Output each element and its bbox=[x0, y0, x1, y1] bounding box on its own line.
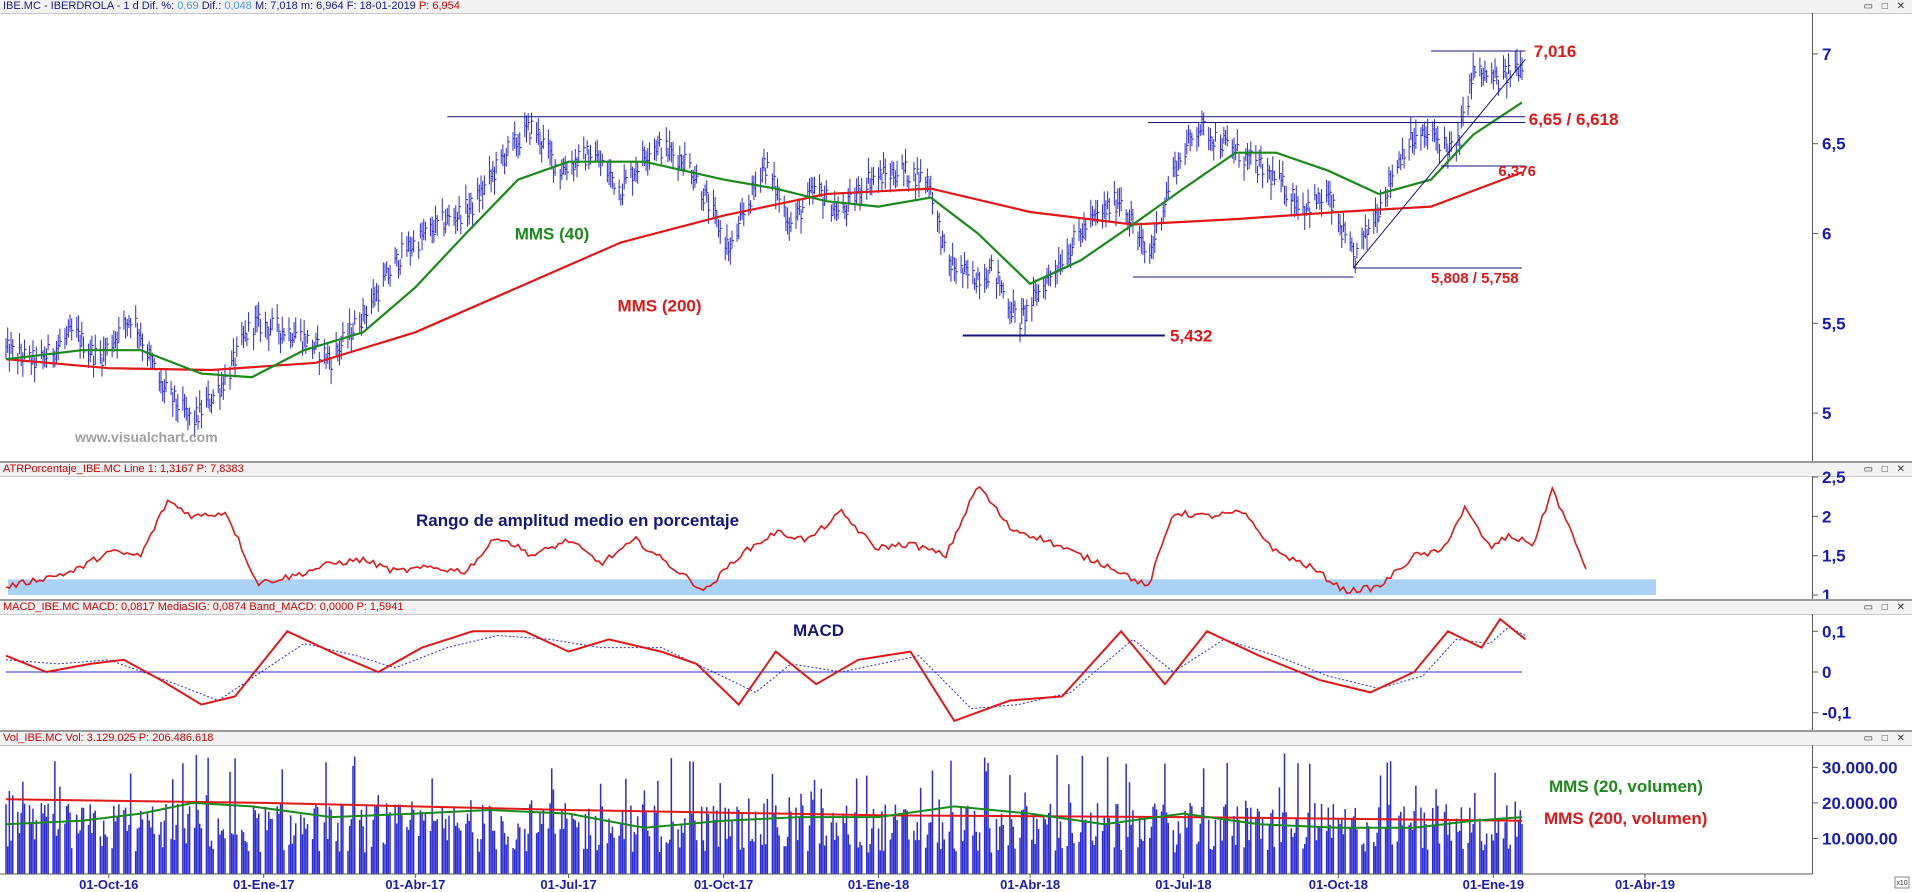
atr-chart: Rango de amplitud medio en porcentaje 1 1,… bbox=[5, 468, 1846, 601]
price-y-tick-label: 6 bbox=[1822, 225, 1831, 244]
level-label-665: 6,65 / 6,618 bbox=[1529, 110, 1619, 129]
mms200-line bbox=[5, 171, 1523, 372]
atr-last-value: P: 7,8383 bbox=[196, 463, 244, 475]
dif-pct-label: Dif. %: bbox=[141, 0, 175, 12]
x-tick-label: 01-Oct-16 bbox=[79, 877, 138, 892]
macd-band-value: Band_MACD: 0,0000 bbox=[249, 601, 354, 613]
vol-y-tick-label: 10.000.00 bbox=[1822, 829, 1898, 848]
dif-label: Dif.: bbox=[201, 0, 222, 12]
atr-y-tick-label: 1,5 bbox=[1822, 547, 1846, 566]
panel-separator bbox=[0, 730, 1912, 732]
min-value: m: 6,964 bbox=[300, 0, 344, 12]
x-tick-label: 01-Oct-17 bbox=[694, 877, 753, 892]
vol-y-tick-label: 30.000.00 bbox=[1822, 758, 1898, 777]
atr-panel: ATRPorcentaje_IBE.MC Line 1: 1,3167 P: 7… bbox=[0, 463, 1912, 601]
mms40-label: MMS (40) bbox=[515, 225, 590, 244]
price-y-tick-label: 6,5 bbox=[1822, 135, 1846, 154]
x-tick-label: 01-Jul-17 bbox=[540, 877, 596, 892]
volume-chart: MMS (20, volumen) MMS (200, volumen) 10.00… bbox=[0, 753, 1910, 892]
price-y-axis-line bbox=[1812, 13, 1813, 463]
price-bars bbox=[5, 49, 1524, 438]
dif-value: 0,048 bbox=[224, 0, 252, 12]
macd-signal-line bbox=[5, 626, 1526, 710]
x-scale-box bbox=[1894, 876, 1910, 889]
macd-y-tick-label: 0,1 bbox=[1822, 622, 1846, 641]
atr-line-value: Line 1: 1,3167 bbox=[123, 463, 194, 475]
vol-mms200-label: MMS (200, volumen) bbox=[1544, 809, 1707, 828]
x-scale-marker: x10 bbox=[1896, 880, 1907, 887]
atr-title: Rango de amplitud medio en porcentaje bbox=[416, 511, 739, 530]
level-label-5432: 5,432 bbox=[1170, 327, 1213, 346]
vol-mms20-line bbox=[5, 801, 1523, 829]
level-label-7016: 7,016 bbox=[1534, 42, 1577, 61]
panel-separator bbox=[0, 599, 1912, 601]
atr-line bbox=[5, 485, 1587, 595]
x-tick-label: 01-Abr-18 bbox=[1000, 877, 1060, 892]
x-tick-label: 01-Oct-18 bbox=[1309, 877, 1368, 892]
price-chart: 7,016 6,65 / 6,618 6,376 5,808 / 5,758 5,432… bbox=[5, 42, 1846, 445]
price-window-buttons[interactable]: ▭ □ ✕ bbox=[1863, 1, 1908, 12]
atr-threshold-band bbox=[8, 579, 1656, 596]
vol-mms200-line bbox=[5, 798, 1523, 822]
volume-panel-header: Vol_IBE.MC Vol: 3.129.025 P: 206.486.618… bbox=[0, 732, 1912, 746]
macd-window-buttons[interactable]: ▭ □ ✕ bbox=[1863, 602, 1908, 613]
macd-y-axis-line bbox=[1812, 614, 1813, 732]
macd-value: MACD: 0,0817 bbox=[82, 601, 155, 613]
vol-last-value: P: 206.486.618 bbox=[138, 732, 214, 744]
watermark: www.visualchart.com bbox=[74, 429, 218, 445]
price-y-tick-label: 7 bbox=[1822, 45, 1831, 64]
atr-panel-header: ATRPorcentaje_IBE.MC Line 1: 1,3167 P: 7… bbox=[0, 463, 1912, 477]
macd-signal-value: MediaSIG: 0,0874 bbox=[157, 601, 247, 613]
atr-name: ATRPorcentaje_IBE.MC bbox=[3, 463, 121, 475]
level-label-6376: 6,376 bbox=[1498, 163, 1536, 180]
price-y-tick-label: 5,5 bbox=[1822, 314, 1846, 333]
macd-name: MACD_IBE.MC bbox=[3, 601, 80, 613]
atr-window-buttons[interactable]: ▭ □ ✕ bbox=[1863, 464, 1908, 475]
macd-chart: MACD 0,1 0 -0,1 bbox=[5, 617, 1851, 723]
vol-y-tick-label: 20.000.00 bbox=[1822, 794, 1898, 813]
panel-separator bbox=[0, 461, 1912, 463]
x-tick-label: 01-Abr-19 bbox=[1615, 877, 1675, 892]
symbol-label: IBE.MC - IBERDROLA - bbox=[3, 0, 124, 12]
macd-y-tick-label: -0,1 bbox=[1822, 704, 1851, 723]
price-panel: IBE.MC - IBERDROLA - 1 d Dif. %: 0,69 Di… bbox=[0, 0, 1912, 463]
macd-last-value: P: 1,5941 bbox=[356, 601, 404, 613]
last-value: P: 6,954 bbox=[418, 0, 460, 12]
max-value: M: 7,018 bbox=[254, 0, 298, 12]
volume-window-buttons[interactable]: ▭ □ ✕ bbox=[1863, 733, 1908, 744]
macd-title: MACD bbox=[793, 621, 844, 640]
trendline bbox=[1353, 58, 1526, 268]
price-y-tick-label: 5 bbox=[1822, 404, 1831, 423]
vol-mms20-label: MMS (20, volumen) bbox=[1549, 777, 1703, 796]
x-tick-label: 01-Jul-18 bbox=[1155, 877, 1211, 892]
atr-y-tick-label: 2,5 bbox=[1822, 468, 1846, 487]
volume-bars bbox=[5, 753, 1523, 874]
x-tick-label: 01-Abr-17 bbox=[385, 877, 445, 892]
macd-panel: MACD_IBE.MC MACD: 0,0817 MediaSIG: 0,087… bbox=[0, 601, 1912, 732]
mms40-line bbox=[5, 101, 1523, 379]
price-panel-header: IBE.MC - IBERDROLA - 1 d Dif. %: 0,69 Di… bbox=[0, 0, 1912, 14]
volume-panel: Vol_IBE.MC Vol: 3.129.025 P: 206.486.618… bbox=[0, 732, 1912, 892]
mms200-label: MMS (200) bbox=[617, 296, 701, 315]
x-tick-label: 01-Ene-17 bbox=[233, 877, 294, 892]
level-label-5808: 5,808 / 5,758 bbox=[1431, 270, 1519, 287]
dif-pct-value: 0,69 bbox=[177, 0, 199, 12]
volume-y-axis-line bbox=[1812, 745, 1813, 874]
atr-y-axis-line bbox=[1812, 476, 1813, 601]
atr-y-tick-label: 2 bbox=[1822, 507, 1831, 526]
x-tick-label: 01-Ene-19 bbox=[1463, 877, 1524, 892]
vol-name: Vol_IBE.MC bbox=[3, 732, 63, 744]
x-tick-label: 01-Ene-18 bbox=[848, 877, 909, 892]
period-label: 1 d bbox=[123, 0, 139, 12]
macd-line bbox=[5, 617, 1527, 723]
macd-panel-header: MACD_IBE.MC MACD: 0,0817 MediaSIG: 0,087… bbox=[0, 601, 1912, 615]
vol-value: Vol: 3.129.025 bbox=[65, 732, 136, 744]
atr-y-tick-label: 1 bbox=[1822, 586, 1831, 601]
date-value: F: 18-01-2019 bbox=[346, 0, 416, 12]
macd-y-tick-label: 0 bbox=[1822, 663, 1831, 682]
